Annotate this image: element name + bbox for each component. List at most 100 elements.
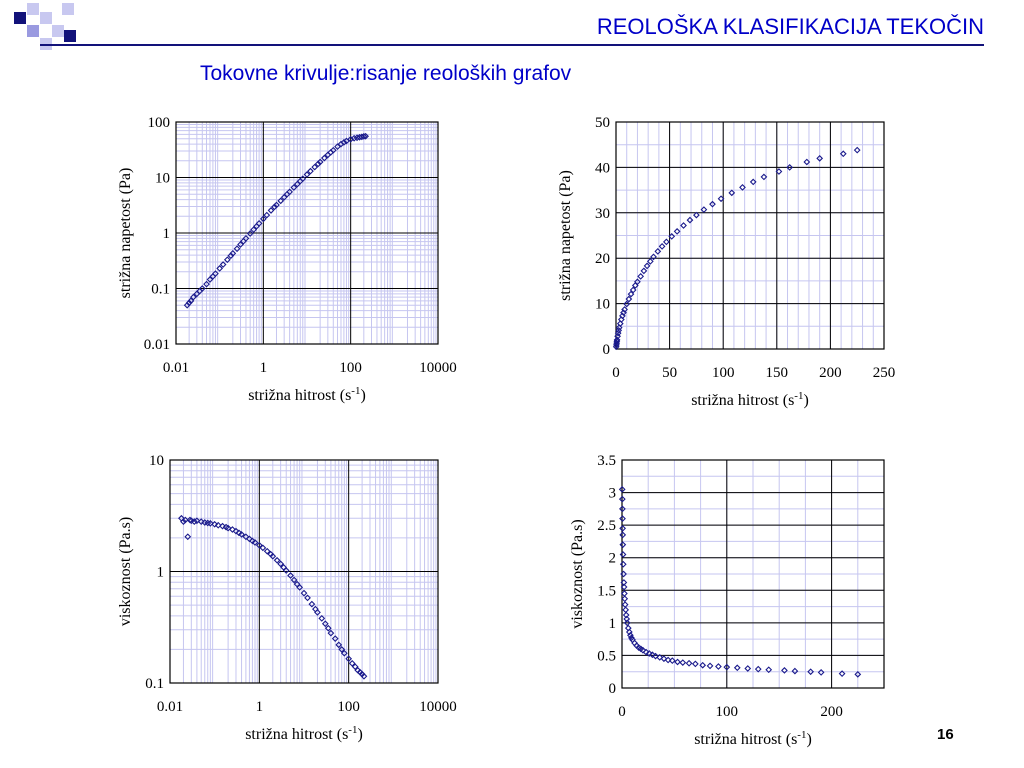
- data-point: [229, 249, 237, 257]
- data-point: [679, 659, 687, 666]
- y-tick-label: 30: [595, 206, 610, 222]
- y-tick-label: 10: [595, 297, 610, 313]
- data-point: [287, 572, 294, 579]
- data-point: [189, 293, 197, 301]
- data-point: [263, 547, 271, 555]
- data-point: [314, 608, 321, 616]
- x-tick-label: 0.01: [157, 699, 183, 715]
- data-point: [273, 201, 280, 209]
- data-point: [223, 256, 231, 264]
- data-point: [693, 211, 700, 219]
- data-point: [619, 505, 626, 513]
- data-point: [816, 154, 824, 162]
- data-point: [619, 531, 627, 539]
- y-tick-label: 50: [595, 115, 610, 131]
- data-point: [277, 197, 285, 205]
- data-point: [290, 576, 298, 584]
- data-point: [193, 517, 201, 525]
- y-tick-label: 1: [157, 565, 165, 581]
- data-point: [183, 301, 191, 309]
- data-point: [237, 241, 244, 248]
- x-tick-label: 200: [819, 365, 842, 381]
- data-point: [685, 659, 693, 667]
- data-point: [781, 667, 788, 674]
- data-point: [642, 648, 650, 656]
- data-point: [271, 203, 278, 211]
- data-point: [229, 526, 236, 533]
- data-point: [238, 531, 245, 538]
- data-point: [838, 670, 846, 678]
- data-point: [616, 320, 624, 327]
- data-point: [639, 646, 647, 654]
- data-point: [625, 295, 633, 303]
- data-point: [214, 521, 222, 529]
- chart-shear-stress-log: 0.01 1 100 10000 0.01 0.1 1 10 100 strižna hitros…: [117, 115, 457, 404]
- data-point: [615, 324, 623, 332]
- data-point: [645, 650, 653, 657]
- data-point: [360, 672, 368, 680]
- data-point: [663, 238, 670, 246]
- data-point: [803, 158, 811, 166]
- data-point: [619, 541, 627, 549]
- data-point: [668, 233, 676, 240]
- data-point: [329, 146, 337, 154]
- data-point: [640, 267, 648, 275]
- data-point: [190, 518, 198, 526]
- data-point: [321, 620, 329, 628]
- data-point: [654, 248, 662, 255]
- data-point: [242, 533, 250, 541]
- data-point: [311, 163, 319, 171]
- title-underline: [40, 44, 984, 46]
- y-axis-label: viskoznost (Pa.s): [569, 519, 586, 628]
- data-point: [300, 589, 308, 597]
- data-point: [620, 583, 628, 591]
- data-point: [619, 525, 627, 532]
- data-point: [299, 175, 307, 183]
- data-point: [629, 286, 637, 294]
- data-point: [318, 614, 326, 622]
- y-tick-label: 2: [609, 551, 617, 567]
- data-point: [345, 655, 353, 663]
- data-point: [324, 624, 332, 632]
- data-point: [634, 278, 641, 286]
- x-tick-label: 100: [337, 699, 360, 715]
- data-point: [187, 297, 195, 305]
- data-point: [314, 160, 322, 168]
- y-tick-label: 0: [603, 342, 611, 358]
- data-point: [613, 336, 621, 344]
- data-point: [673, 228, 681, 235]
- data-point: [627, 631, 634, 639]
- data-point: [224, 524, 232, 532]
- data-point: [203, 280, 210, 288]
- slide-subtitle: Tokovne krivulje:risanje reoloških grafo…: [200, 62, 572, 85]
- data-point: [286, 188, 294, 196]
- data-point: [760, 173, 768, 181]
- data-point: [206, 520, 214, 527]
- x-tick-label: 0: [612, 365, 620, 381]
- y-tick-label: 0.1: [145, 676, 164, 692]
- data-point: [686, 216, 694, 224]
- data-point: [660, 655, 668, 663]
- data-point: [296, 584, 304, 591]
- x-tick-label: 200: [820, 704, 843, 720]
- data-point: [614, 332, 621, 340]
- plot-frame: [615, 121, 885, 350]
- data-point: [219, 261, 227, 268]
- data-point: [623, 619, 631, 627]
- data-point: [327, 629, 335, 637]
- data-point: [652, 652, 659, 660]
- data-point: [211, 520, 219, 528]
- data-point: [197, 518, 205, 526]
- data-point: [282, 567, 290, 574]
- data-point: [618, 495, 626, 503]
- data-point: [250, 226, 258, 234]
- data-point: [627, 290, 635, 298]
- y-tick-label: 0.01: [144, 337, 170, 353]
- x-tick-label: 50: [662, 365, 677, 381]
- data-point: [206, 276, 214, 283]
- data-point: [351, 663, 359, 671]
- data-point: [650, 253, 657, 261]
- data-point: [625, 628, 633, 636]
- data-point: [649, 651, 656, 659]
- y-tick-label: 10: [149, 453, 164, 469]
